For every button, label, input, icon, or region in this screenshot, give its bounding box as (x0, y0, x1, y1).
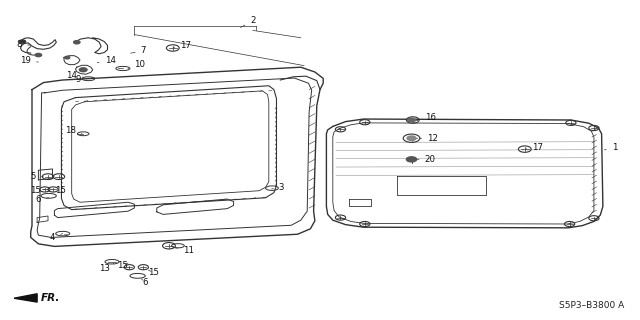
Text: 14: 14 (66, 71, 83, 80)
Text: 12: 12 (420, 134, 438, 143)
Text: 17: 17 (173, 41, 191, 50)
Circle shape (74, 41, 80, 44)
Text: 19: 19 (20, 56, 38, 65)
Text: 16: 16 (417, 113, 436, 122)
Text: 15: 15 (29, 186, 45, 195)
Text: 17: 17 (526, 143, 543, 152)
Circle shape (65, 56, 70, 59)
Text: 9: 9 (76, 75, 87, 84)
Text: 6: 6 (141, 278, 147, 287)
Text: 11: 11 (174, 246, 195, 255)
Circle shape (408, 118, 415, 122)
Text: 7: 7 (131, 46, 146, 55)
Text: 4: 4 (50, 233, 63, 242)
Circle shape (35, 53, 42, 57)
Text: 15: 15 (52, 186, 67, 195)
Text: 13: 13 (99, 263, 114, 273)
Text: FR.: FR. (40, 293, 60, 303)
Text: 5: 5 (31, 172, 44, 181)
Text: 10: 10 (128, 60, 145, 69)
Circle shape (407, 136, 416, 140)
Text: 15: 15 (117, 261, 129, 270)
Circle shape (19, 40, 26, 43)
Text: 15: 15 (148, 268, 159, 277)
Text: 14: 14 (97, 56, 116, 65)
Text: S5P3–B3800 A: S5P3–B3800 A (559, 301, 624, 310)
Text: 2: 2 (241, 16, 255, 28)
Text: 1: 1 (604, 143, 617, 152)
Text: 6: 6 (36, 196, 49, 204)
Text: 18: 18 (65, 126, 82, 135)
Text: 8: 8 (17, 40, 31, 49)
Text: 20: 20 (417, 155, 436, 164)
Circle shape (79, 68, 87, 72)
Polygon shape (14, 294, 37, 302)
Text: 3: 3 (271, 183, 284, 192)
Circle shape (406, 157, 417, 162)
